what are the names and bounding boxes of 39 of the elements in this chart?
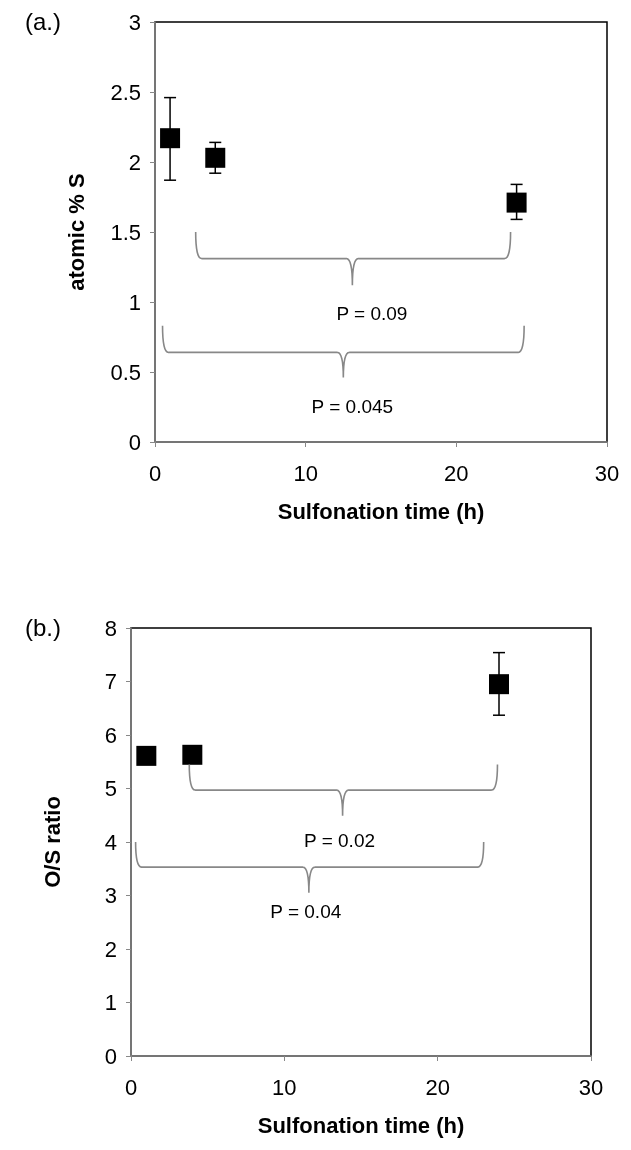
x-tick-label: 10: [272, 1074, 297, 1100]
annotation: P = 0.02: [304, 830, 376, 852]
annotation: P = 0.045: [311, 396, 394, 418]
x-tick-label: 30: [594, 460, 620, 486]
y-tick-label: 1.5: [110, 219, 141, 245]
y-tick-label: 0: [104, 1043, 117, 1069]
y-tick-label: 8: [104, 615, 117, 641]
y-tick-label: 5: [104, 776, 117, 801]
y-tick-label: 3: [128, 9, 141, 35]
y-tick-label: 4: [104, 829, 117, 855]
chart-title: (a.): [25, 7, 61, 35]
chart-title: (b.): [25, 613, 61, 641]
x-axis-title: Sulfonation time (h): [257, 1112, 465, 1138]
y-tick-label: 2: [104, 936, 117, 962]
y-tick-label: 6: [104, 722, 117, 748]
x-tick-label: 0: [148, 460, 162, 486]
point: [489, 674, 509, 695]
y-tick-label: 0: [128, 429, 141, 455]
x-tick-label: 30: [578, 1074, 604, 1100]
point: [205, 147, 226, 168]
point: [160, 128, 181, 149]
x-tick-label: 20: [425, 1074, 450, 1100]
y-tick-label: 7: [104, 669, 117, 694]
y-tick-label: 0.5: [110, 359, 141, 385]
y-tick-label: 1: [104, 990, 117, 1015]
y-tick-label: 1: [128, 289, 141, 315]
y-axis-title: atomic % S: [63, 173, 89, 291]
y-axis-title: O/S ratio: [39, 796, 65, 888]
y-tick-label: 2: [128, 149, 141, 175]
point: [136, 745, 157, 766]
x-tick-label: 10: [293, 460, 318, 486]
y-tick-label: 2.5: [110, 79, 141, 105]
y-tick-label: 3: [104, 883, 117, 908]
x-axis-title: Sulfonation time (h): [277, 498, 485, 524]
x-tick-label: 20: [444, 460, 469, 486]
annotation: P = 0.09: [336, 302, 408, 324]
annotation: P = 0.04: [270, 901, 342, 923]
point: [506, 192, 527, 213]
point: [182, 744, 203, 765]
